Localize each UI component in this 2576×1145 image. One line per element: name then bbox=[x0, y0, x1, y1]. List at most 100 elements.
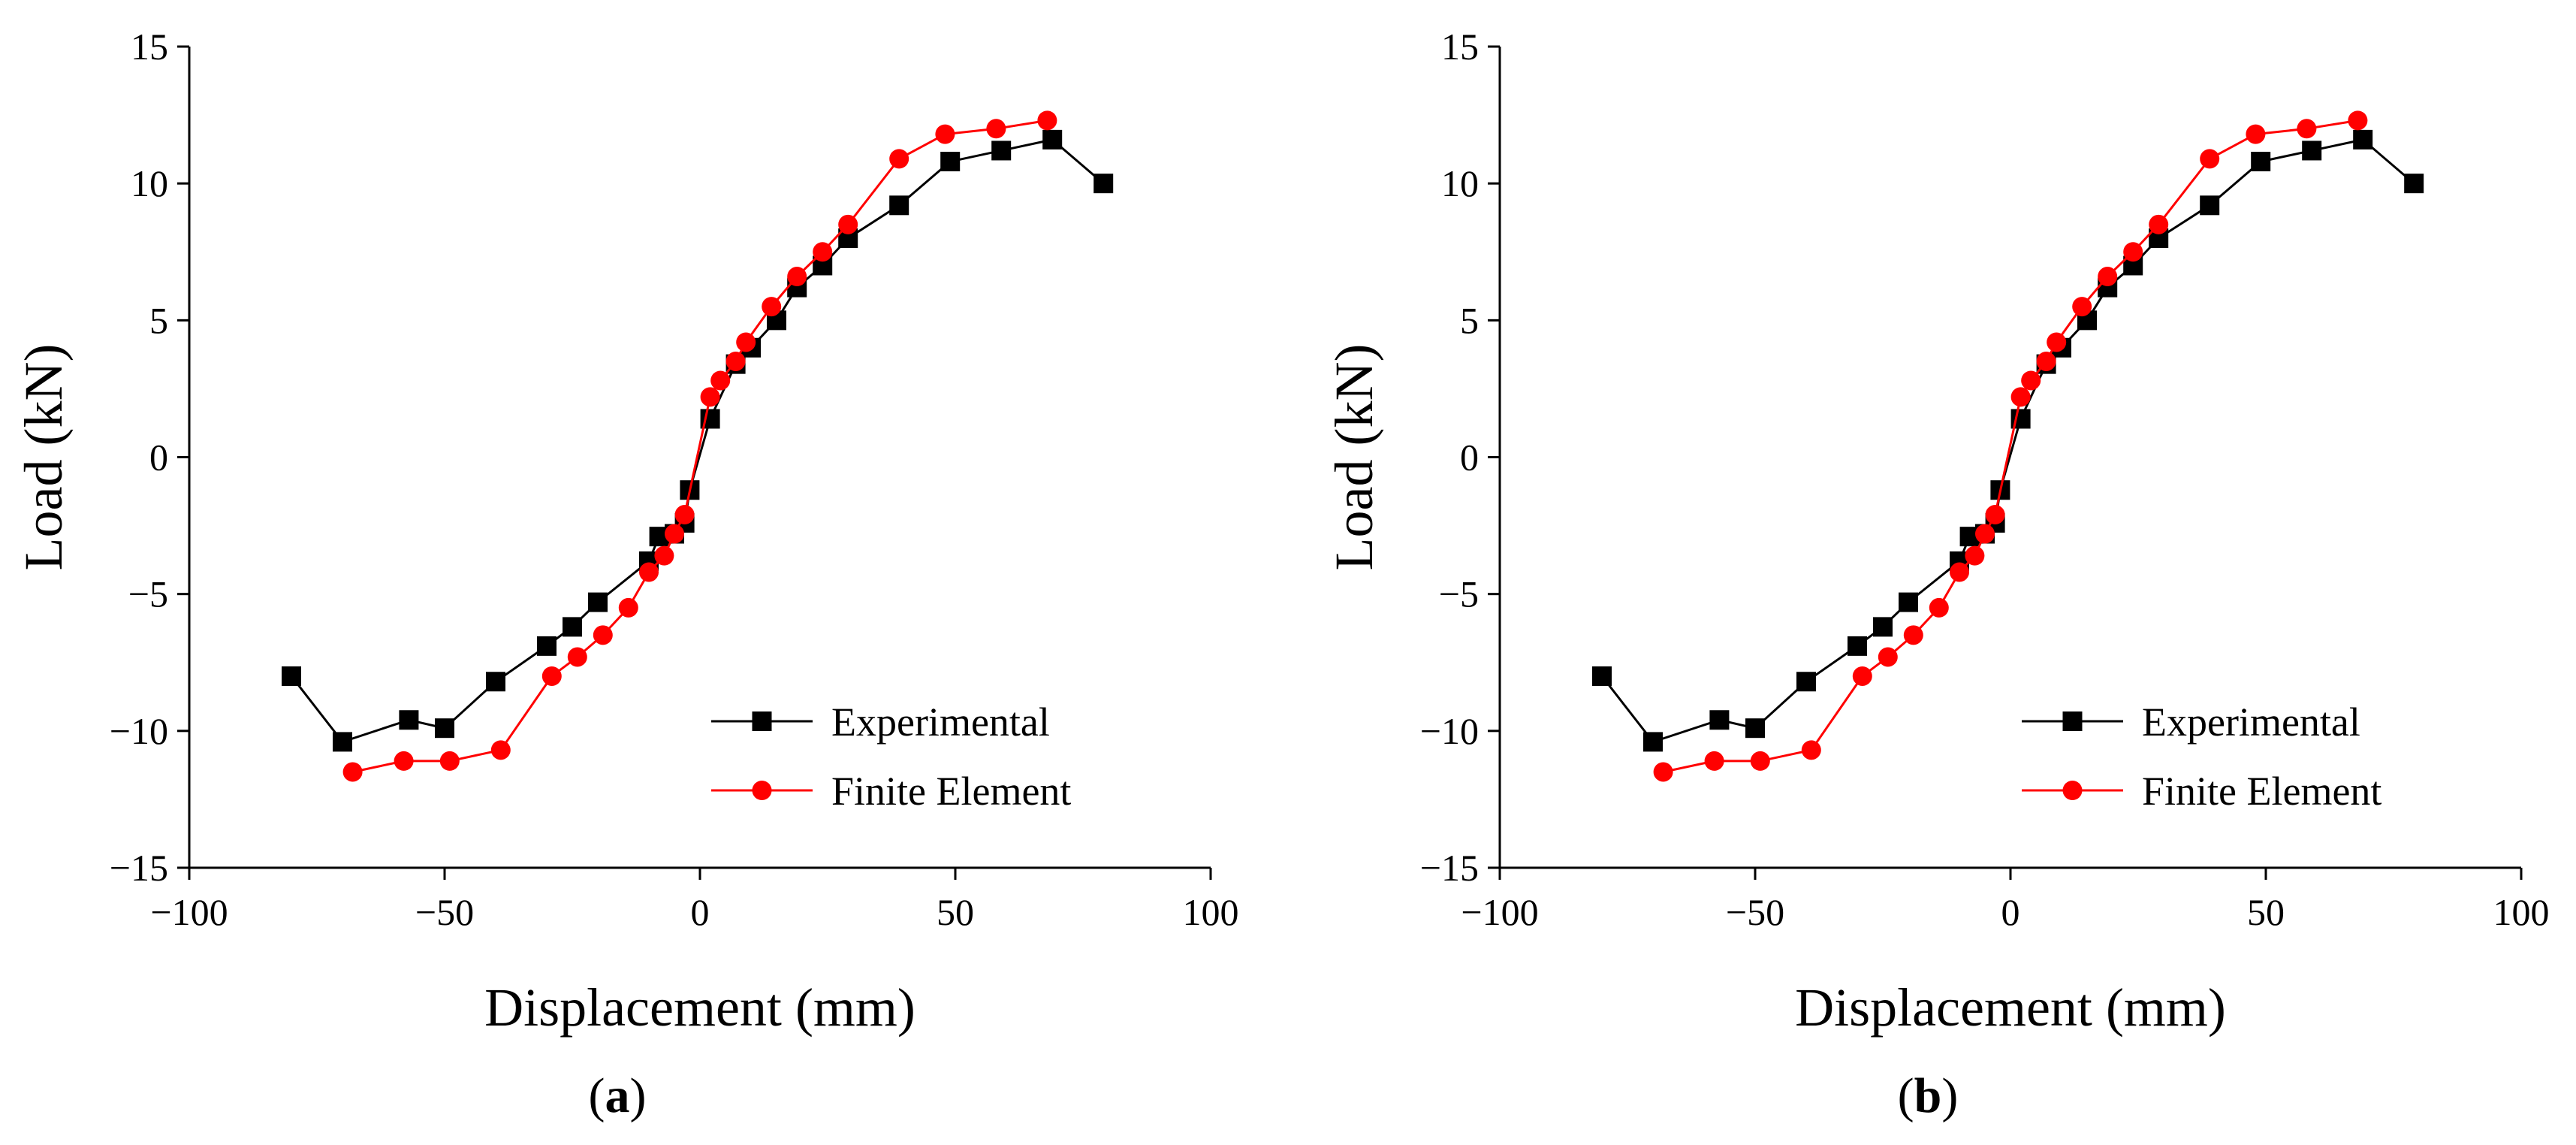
data-point bbox=[2123, 242, 2143, 262]
data-point bbox=[1042, 129, 1063, 150]
x-tick-label: −100 bbox=[150, 891, 228, 933]
y-tick-label: 15 bbox=[131, 26, 168, 68]
panel-label: (a) bbox=[589, 1068, 647, 1123]
x-tick-label: 100 bbox=[1183, 891, 1239, 933]
chart-panel-b: −100 −50 0 50 100−15−10−5051015Displacement … bbox=[1324, 26, 2550, 1123]
data-point bbox=[1653, 762, 1673, 782]
data-point bbox=[435, 718, 454, 739]
data-point bbox=[2200, 195, 2220, 216]
data-point bbox=[1965, 545, 1985, 566]
data-point bbox=[2348, 110, 2368, 131]
x-tick-label: −100 bbox=[1461, 891, 1538, 933]
data-point bbox=[2200, 149, 2220, 169]
x-axis-title: Displacement (mm) bbox=[1795, 977, 2226, 1038]
panel-label-open: ( bbox=[1898, 1068, 1914, 1123]
data-point bbox=[2021, 370, 2041, 391]
data-point bbox=[1745, 718, 1765, 739]
data-point bbox=[1975, 524, 1995, 544]
panel-label-letter: b bbox=[1914, 1068, 1942, 1123]
series-experimental bbox=[1592, 129, 2424, 752]
x-tick-label: −50 bbox=[1726, 891, 1784, 933]
y-tick-label: −5 bbox=[1439, 573, 1479, 615]
y-tick-label: 10 bbox=[1441, 162, 1479, 204]
data-point bbox=[1592, 666, 1612, 686]
data-point bbox=[2404, 174, 2424, 194]
data-point bbox=[1796, 672, 1816, 692]
data-point bbox=[333, 732, 352, 752]
data-point bbox=[710, 370, 731, 391]
data-point bbox=[674, 505, 695, 525]
y-tick-label: −15 bbox=[1420, 847, 1479, 889]
data-point bbox=[567, 647, 587, 667]
data-point bbox=[787, 267, 807, 287]
data-point bbox=[1903, 625, 1923, 645]
data-point bbox=[1985, 505, 2005, 525]
series-line bbox=[290, 138, 1105, 744]
series-finite-element bbox=[342, 110, 1057, 782]
data-point bbox=[2251, 152, 2271, 172]
data-point bbox=[490, 740, 511, 760]
data-point bbox=[813, 242, 833, 262]
y-tick-label: 0 bbox=[149, 437, 168, 479]
x-axis-title: Displacement (mm) bbox=[484, 977, 915, 1038]
data-point bbox=[394, 751, 414, 771]
data-point bbox=[1801, 740, 1821, 760]
data-point bbox=[593, 625, 613, 645]
data-point bbox=[700, 387, 720, 407]
legend: Experimental Finite Element bbox=[2022, 699, 2381, 814]
legend-item: Experimental bbox=[2022, 699, 2360, 745]
legend-item: Finite Element bbox=[2022, 769, 2381, 814]
data-point bbox=[838, 214, 858, 234]
legend-label: Finite Element bbox=[2142, 769, 2381, 814]
x-tick-label: 0 bbox=[2001, 891, 2020, 933]
legend-marker bbox=[2062, 781, 2083, 800]
data-point bbox=[1709, 710, 1730, 730]
data-point bbox=[1929, 597, 1949, 618]
x-tick-label: −50 bbox=[415, 891, 474, 933]
data-point bbox=[986, 119, 1006, 139]
data-point bbox=[1950, 562, 1969, 582]
y-tick-label: 0 bbox=[1460, 437, 1479, 479]
data-point bbox=[282, 666, 301, 686]
data-point bbox=[935, 124, 955, 144]
data-point bbox=[342, 762, 363, 782]
data-point bbox=[889, 149, 909, 169]
y-tick-label: 10 bbox=[131, 162, 168, 204]
data-point bbox=[1848, 636, 1867, 656]
legend-marker bbox=[752, 781, 772, 800]
x-tick-label: 50 bbox=[937, 891, 974, 933]
data-point bbox=[2297, 119, 2317, 139]
data-point bbox=[537, 636, 557, 656]
legend-label: Experimental bbox=[2142, 699, 2360, 745]
series-line bbox=[1600, 138, 2415, 744]
data-point bbox=[1643, 732, 1663, 752]
panel-label: (b) bbox=[1898, 1068, 1959, 1123]
x-tick-label: 50 bbox=[2247, 891, 2285, 933]
data-point bbox=[2246, 124, 2266, 144]
y-axis-title: Load (kN) bbox=[14, 344, 74, 571]
data-point bbox=[2072, 297, 2092, 317]
data-point bbox=[2353, 129, 2373, 150]
data-point bbox=[762, 297, 782, 317]
y-tick-label: −10 bbox=[110, 710, 168, 752]
panel-label-close: ) bbox=[630, 1068, 647, 1123]
data-point bbox=[1899, 592, 1918, 612]
data-point bbox=[654, 545, 674, 566]
data-point bbox=[940, 152, 961, 172]
x-tick-label: 0 bbox=[691, 891, 710, 933]
chart-panel-a: −100 −50 0 50 100−15−10−5051015Displacement … bbox=[14, 26, 1239, 1123]
data-point bbox=[2010, 387, 2031, 407]
data-point bbox=[1750, 751, 1770, 771]
data-point bbox=[618, 597, 638, 618]
y-tick-label: 15 bbox=[1441, 26, 1479, 68]
legend-label: Experimental bbox=[831, 699, 1050, 745]
data-point bbox=[541, 666, 562, 686]
y-tick-label: 5 bbox=[1460, 299, 1479, 341]
data-point bbox=[736, 332, 756, 352]
data-point bbox=[2302, 140, 2322, 161]
y-tick-label: 5 bbox=[149, 299, 168, 341]
legend: Experimental Finite Element bbox=[711, 699, 1071, 814]
y-tick-label: −5 bbox=[128, 573, 168, 615]
series-experimental bbox=[282, 129, 1114, 752]
